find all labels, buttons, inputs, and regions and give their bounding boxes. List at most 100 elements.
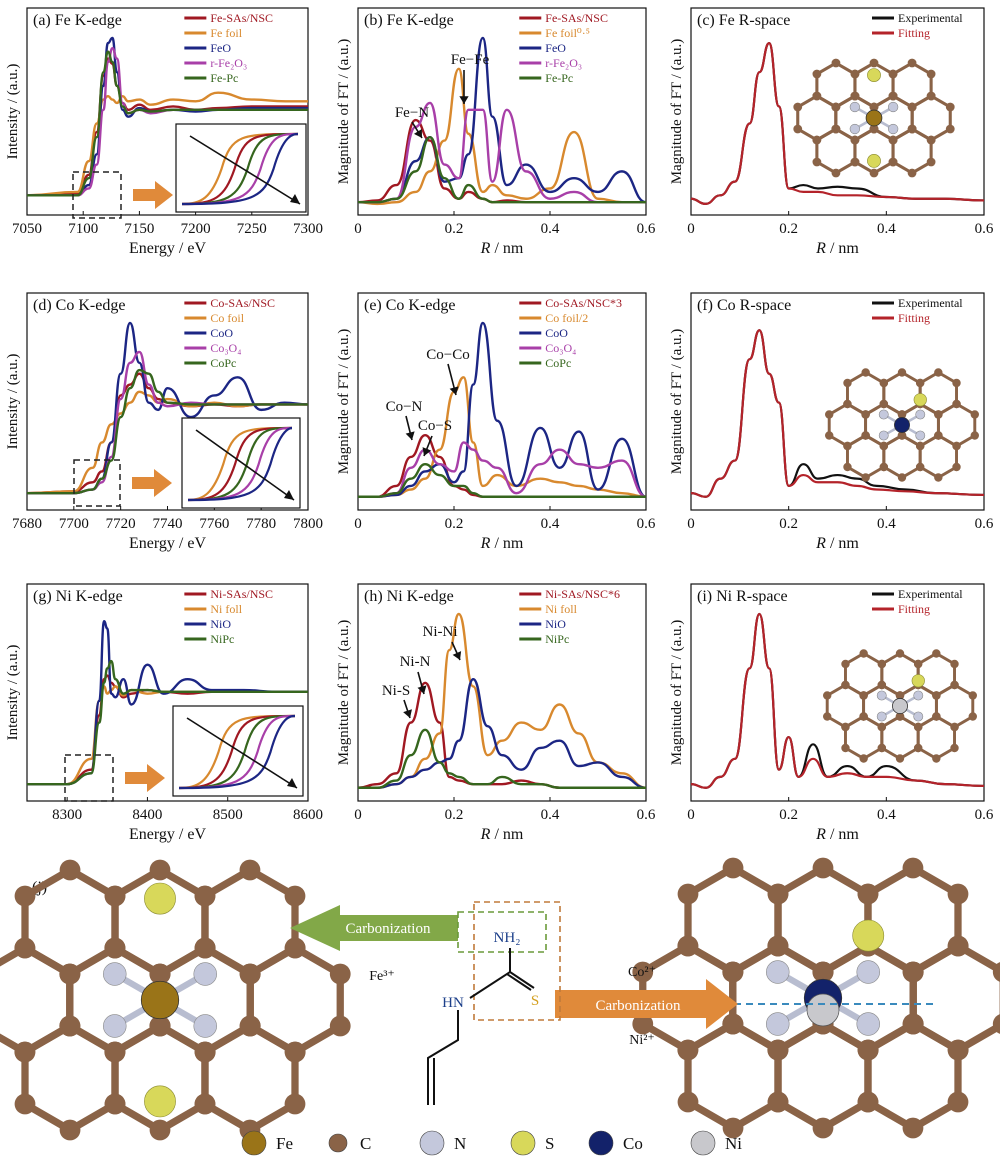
carbon-atom xyxy=(877,743,887,753)
carbon-atom xyxy=(722,961,744,983)
amine-box xyxy=(457,911,547,953)
legend-label: C xyxy=(360,1134,371,1153)
x-tick-label: 0 xyxy=(354,221,362,237)
nitrogen-atom xyxy=(103,1014,127,1038)
x-axis-label: R / nm xyxy=(815,240,859,257)
carbon-atom xyxy=(843,378,852,388)
carbon-atom xyxy=(850,135,860,145)
carbon-ring xyxy=(201,1021,299,1135)
x-tick-label: 0.6 xyxy=(637,221,656,237)
x-axis-label: R / nm xyxy=(480,240,524,257)
x-tick-label: 0.2 xyxy=(445,807,464,823)
carbon-atom xyxy=(812,961,834,983)
y-axis-label: Magnitude of FT / (a.u.) xyxy=(669,39,685,185)
carbon-atom xyxy=(869,124,879,134)
legend-entry: NiO xyxy=(210,617,231,631)
carbon-atom xyxy=(952,462,961,472)
iron-atom xyxy=(140,980,180,1020)
zoom-region-box xyxy=(72,171,122,219)
ni-ion-label: Ni²⁺ xyxy=(629,1033,655,1048)
x-tick-label: 0.4 xyxy=(541,807,560,823)
plot-frame xyxy=(357,292,647,511)
nitrogen-atom xyxy=(766,1012,790,1036)
x-tick-label: 7300 xyxy=(293,221,323,237)
carbon-atom xyxy=(59,1015,81,1037)
carbon-atom xyxy=(812,135,822,145)
carbon-atom xyxy=(945,124,955,134)
carbon-atom xyxy=(952,441,961,451)
atom-legend: Fe C N S Co Ni xyxy=(241,1130,742,1156)
iron-atom xyxy=(865,109,883,127)
carbon-atom xyxy=(284,1041,306,1063)
carbon-atom xyxy=(947,883,969,905)
peak-annotation: Ni-Ni xyxy=(423,624,458,640)
structure-model xyxy=(632,857,1000,1139)
carbon-atom xyxy=(239,963,261,985)
carbon-atom xyxy=(968,712,977,721)
panel-title: (c) Fe R-space xyxy=(697,12,790,29)
carbon-atom xyxy=(902,1117,924,1139)
carbon-atom xyxy=(907,168,917,178)
carbon-atom xyxy=(861,368,870,377)
x-axis-label: Energy / eV xyxy=(129,826,206,843)
legend-entry: FeO xyxy=(210,41,231,55)
legend-entry: Experimental xyxy=(898,587,963,601)
carbon-atom xyxy=(812,69,822,79)
legend-entry: FeO xyxy=(545,41,566,55)
legend-entry: r-Fe₂O₃ xyxy=(210,56,247,70)
panel-g: 8300 8400 8500 8600 Energy / eV Intensity / (… xyxy=(5,583,323,843)
carbonization-arrow-left xyxy=(290,905,458,951)
synthesis-scheme: (j)CarbonizationFe³⁺CarbonizationCo²⁺Ni²… xyxy=(0,857,1000,1156)
series-line xyxy=(358,462,646,498)
carbon-atom xyxy=(239,1015,261,1037)
y-axis-label: Intensity / (a.u.) xyxy=(5,354,21,450)
legend-entry: Co-SAs/NSC xyxy=(210,296,275,310)
carbon-atom xyxy=(793,124,803,134)
carbon-ring xyxy=(880,714,920,761)
x-tick-label: 7780 xyxy=(246,516,276,532)
legend-entry: NiPc xyxy=(210,632,234,646)
carbon-atom xyxy=(812,91,822,101)
carbon-atom xyxy=(831,168,841,178)
carbon-atom xyxy=(677,935,699,957)
series-line xyxy=(358,101,646,204)
carbonization-arrow-right xyxy=(555,979,738,1029)
panel-c: 0 0.2 0.4 0.6 R / nm Magnitude of FT / (a.u.)… xyxy=(669,7,994,257)
legend-entry: CoPc xyxy=(210,356,236,370)
carbon-atom xyxy=(895,649,905,658)
carbon-atom xyxy=(104,885,126,907)
carbon-atom xyxy=(194,1093,216,1115)
nitrogen-atom xyxy=(193,1014,217,1038)
panel-e: 0 0.2 0.4 0.6 R / nm Magnitude of FT / (a.u.)… xyxy=(336,292,656,552)
legend-entry: r-Fe₂O₃ xyxy=(545,56,582,70)
carbon-atom xyxy=(825,410,834,419)
x-axis-label: R / nm xyxy=(480,826,524,843)
carbon-atom xyxy=(284,1093,306,1115)
peak-annotation: Fe−N xyxy=(395,105,429,121)
carbon-atom xyxy=(59,963,81,985)
carbon-atom xyxy=(907,102,917,112)
carbon-atom xyxy=(950,680,959,690)
carbon-atom xyxy=(861,431,870,440)
co-ion-label: Co²⁺ xyxy=(628,965,656,980)
x-axis-label: Energy / eV xyxy=(129,535,206,552)
legend-atom-fe xyxy=(241,1130,267,1156)
carbon-atom xyxy=(793,102,803,112)
x-tick-label: 8400 xyxy=(132,807,162,823)
panel-i: 0 0.2 0.4 0.6 R / nm Magnitude of FT / (a.u.)… xyxy=(669,583,994,843)
structure-model xyxy=(823,649,977,763)
legend-entry: Co foil/2 xyxy=(545,311,588,325)
legend-atom-co xyxy=(588,1130,614,1156)
carbon-atom xyxy=(895,712,905,721)
x-tick-label: 7050 xyxy=(12,221,42,237)
series-line xyxy=(26,50,308,197)
carbon-atom xyxy=(677,1039,699,1061)
inset-trend-arrow xyxy=(189,135,301,205)
x-tick-label: 0.4 xyxy=(877,807,896,823)
imine-label: HN xyxy=(442,995,464,1011)
carbon-atom xyxy=(932,754,941,763)
carbon-atom xyxy=(869,102,879,112)
carbon-atom xyxy=(850,157,860,167)
inset-curve xyxy=(187,426,293,502)
carbon-atom xyxy=(915,462,925,472)
